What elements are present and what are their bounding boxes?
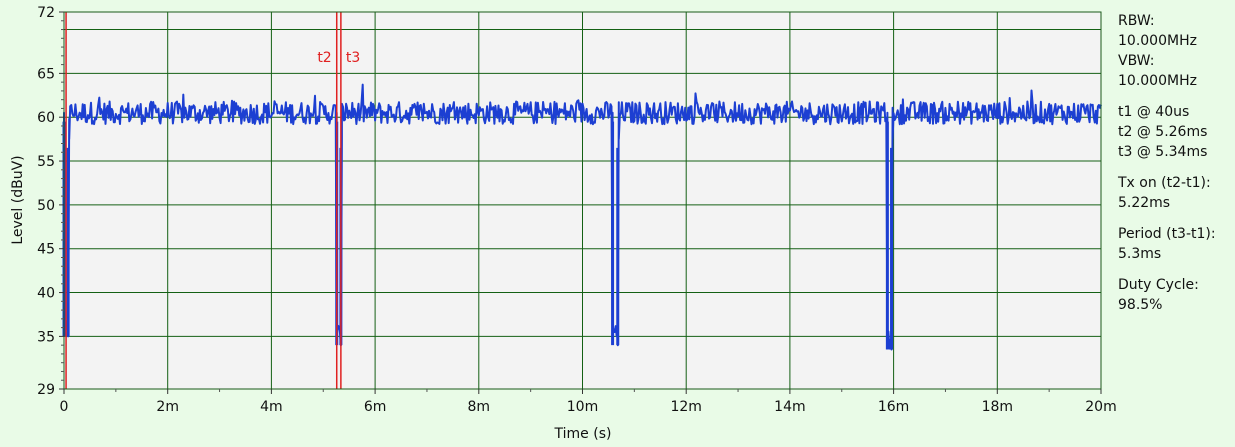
info-line: 5.22ms (1118, 195, 1170, 211)
info-line: Tx on (t2-t1): (1117, 175, 1211, 191)
series-line (63, 83, 1102, 351)
x-tick-label: 14m (774, 399, 805, 415)
info-line: 98.5% (1118, 297, 1162, 313)
info-line: Duty Cycle: (1118, 277, 1199, 293)
y-tick-label: 35 (37, 329, 55, 345)
y-tick-label: 50 (37, 198, 55, 214)
info-line: 10.000MHz (1118, 73, 1197, 89)
x-tick-label: 4m (260, 399, 283, 415)
x-axis-label: Time (s) (554, 426, 612, 442)
x-tick-label: 16m (878, 399, 909, 415)
info-line: t3 @ 5.34ms (1118, 144, 1207, 160)
y-tick-label: 55 (37, 154, 55, 170)
info-line: t2 @ 5.26ms (1118, 124, 1207, 140)
marker-layer: t2 t3 (65, 12, 360, 389)
info-line: VBW: (1118, 53, 1154, 69)
x-tick-label: 2m (156, 399, 179, 415)
y-tick-label: 29 (37, 382, 55, 398)
marker-label: t2 (317, 50, 331, 66)
x-tick-label: 12m (670, 399, 701, 415)
x-tick-label: 18m (982, 399, 1013, 415)
x-tick-label: 10m (567, 399, 598, 415)
info-line: RBW: (1118, 13, 1155, 29)
marker-label: t3 (346, 50, 360, 66)
info-line: t1 @ 40us (1118, 104, 1189, 120)
y-tick-label: 40 (37, 286, 55, 302)
info-line: 10.000MHz (1118, 33, 1197, 49)
info-line: 5.3ms (1118, 246, 1161, 262)
tick-layer: 0 2m 4m 6m 8m 10m 12m 14m 16m 18m 20m 29 35 40 45 50 55 6… (37, 5, 1117, 415)
x-tick-label: 0 (60, 399, 69, 415)
info-panel: RBW: 10.000MHz VBW: 10.000MHz t1 @ 40us t2 @ … (1117, 13, 1216, 313)
y-tick-label: 72 (37, 5, 55, 21)
info-line: Period (t3-t1): (1118, 226, 1216, 242)
y-axis-label: Level (dBuV) (10, 155, 26, 244)
y-tick-label: 45 (37, 242, 55, 258)
y-tick-label: 65 (37, 66, 55, 82)
x-tick-label: 20m (1085, 399, 1116, 415)
y-tick-label: 60 (37, 110, 55, 126)
x-tick-label: 6m (364, 399, 387, 415)
x-tick-label: 8m (468, 399, 491, 415)
